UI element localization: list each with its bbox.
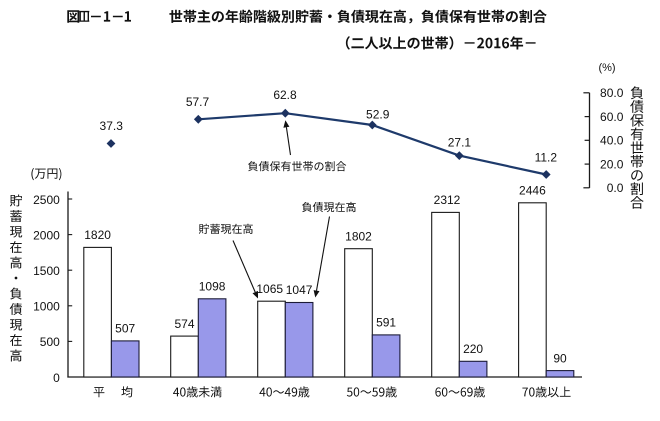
svg-text:1047: 1047 [286, 283, 313, 297]
svg-text:0: 0 [53, 371, 60, 385]
svg-text:62.8: 62.8 [273, 88, 297, 102]
svg-text:90: 90 [553, 351, 567, 365]
svg-text:2446: 2446 [519, 184, 546, 198]
svg-text:2312: 2312 [434, 193, 461, 207]
svg-text:1098: 1098 [199, 280, 226, 294]
svg-text:220: 220 [463, 342, 483, 356]
svg-text:500: 500 [40, 335, 60, 349]
svg-text:2000: 2000 [33, 228, 60, 242]
svg-text:591: 591 [376, 316, 396, 330]
svg-text:27.1: 27.1 [448, 135, 472, 149]
svg-text:1802: 1802 [345, 229, 372, 243]
svg-text:1065: 1065 [256, 282, 283, 296]
svg-text:80.0: 80.0 [600, 86, 624, 100]
svg-text:52.9: 52.9 [366, 107, 390, 121]
svg-text:20.0: 20.0 [600, 157, 624, 171]
svg-text:57.7: 57.7 [186, 95, 210, 109]
svg-text:2500: 2500 [33, 193, 60, 207]
svg-text:0.0: 0.0 [607, 181, 624, 195]
svg-text:1820: 1820 [84, 228, 111, 242]
svg-text:60.0: 60.0 [600, 110, 624, 124]
svg-text:507: 507 [115, 322, 135, 336]
svg-text:40.0: 40.0 [600, 134, 624, 148]
svg-text:1000: 1000 [33, 300, 60, 314]
svg-text:37.3: 37.3 [100, 119, 124, 133]
svg-text:11.2: 11.2 [535, 150, 558, 164]
svg-text:1500: 1500 [33, 264, 60, 278]
svg-text:(%): (%) [598, 62, 615, 74]
svg-text:574: 574 [174, 317, 194, 331]
